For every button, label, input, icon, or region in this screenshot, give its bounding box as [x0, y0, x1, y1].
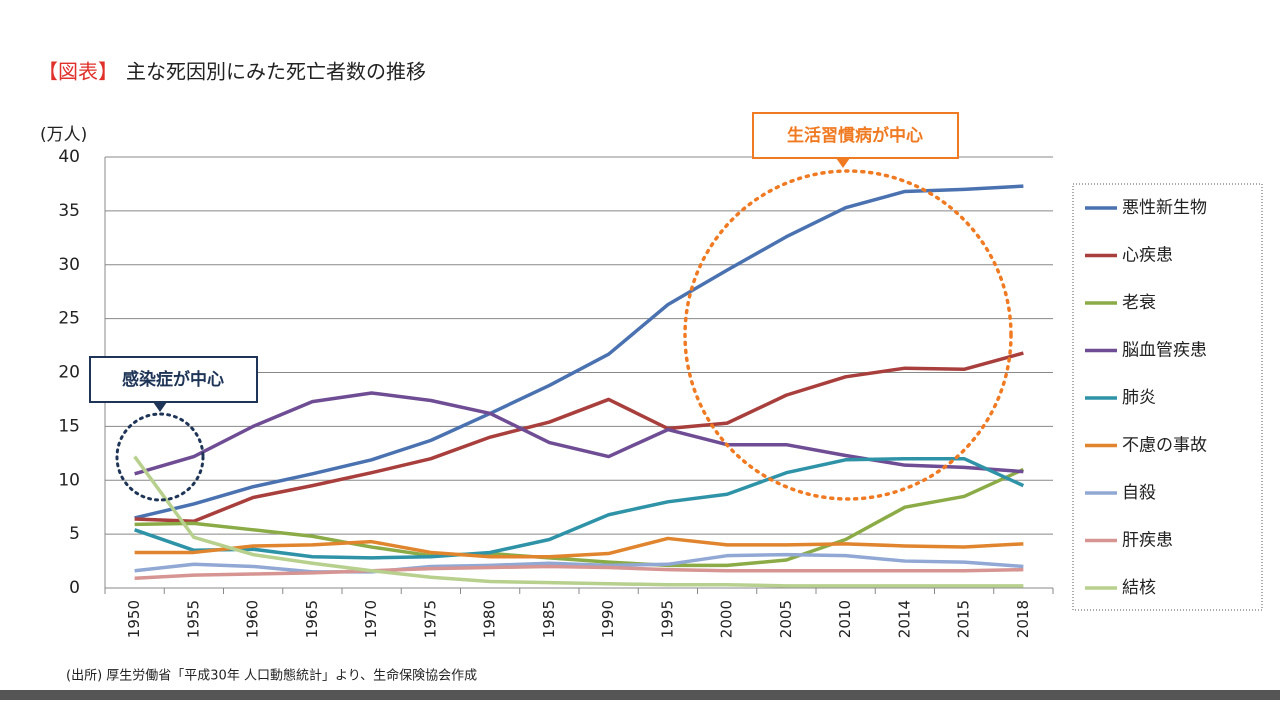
- x-tick-label: 1975: [421, 600, 439, 638]
- legend-box: [1072, 183, 1263, 611]
- legend-label: 老衰: [1122, 293, 1156, 313]
- series-line: [134, 351, 1024, 523]
- source-note: (出所) 厚生労働省「平成30年 人口動態統計」より、生命保険協会作成: [66, 668, 477, 684]
- callout-text: 感染症が中心: [122, 369, 224, 390]
- legend-label: 不慮の事故: [1122, 436, 1207, 456]
- y-tick-label: 35: [58, 201, 80, 221]
- x-tick-label: 1960: [244, 600, 262, 638]
- legend-label: 結核: [1122, 578, 1156, 598]
- series-line: [134, 184, 1024, 520]
- y-tick-label: 25: [58, 309, 80, 329]
- highlight-circle: [683, 169, 1013, 501]
- series-line: [134, 391, 1024, 476]
- legend-label: 肝疾患: [1122, 531, 1173, 551]
- x-tick-label: 1980: [481, 600, 499, 638]
- legend-label: 脳血管疾患: [1122, 341, 1207, 361]
- y-tick-label: 5: [69, 524, 80, 544]
- legend-label: 肺炎: [1122, 388, 1156, 408]
- series-line: [134, 552, 1024, 574]
- callout-pointer: [836, 158, 850, 168]
- x-tick-label: 1950: [125, 600, 143, 638]
- callout-box: [89, 356, 258, 403]
- x-tick-label: 2014: [895, 600, 913, 638]
- x-tick-label: 1985: [540, 600, 558, 638]
- footer-bar: [0, 690, 1280, 700]
- series-line: [133, 455, 1024, 588]
- callout-box: [752, 112, 959, 159]
- series-line: [134, 536, 1024, 559]
- x-tick-label: 2010: [836, 600, 854, 638]
- x-tick-label: 1965: [303, 600, 321, 638]
- legend-label: 心疾患: [1122, 246, 1173, 266]
- callout-pointer: [153, 402, 167, 412]
- x-tick-label: 1990: [599, 600, 617, 638]
- y-tick-label: 40: [58, 147, 80, 167]
- x-tick-label: 1955: [184, 600, 202, 638]
- y-tick-label: 30: [58, 255, 80, 275]
- x-tick-label: 2005: [777, 600, 795, 638]
- highlight-circle: [115, 412, 205, 502]
- y-tick-label: 10: [58, 470, 80, 490]
- x-tick-label: 1970: [362, 600, 380, 638]
- y-tick-label: 20: [58, 363, 80, 383]
- callout-text: 生活習慣病が中心: [787, 125, 923, 146]
- x-tick-label: 1995: [658, 600, 676, 638]
- y-axis-label: (万人): [40, 125, 87, 145]
- series-line: [134, 467, 1025, 568]
- x-tick-label: 2015: [955, 600, 973, 638]
- x-tick-label: 2000: [718, 600, 736, 638]
- series-line: [134, 564, 1024, 581]
- legend-label: 自殺: [1122, 483, 1156, 503]
- y-tick-label: 15: [58, 416, 80, 436]
- title-prefix: 【図表】: [38, 60, 118, 84]
- legend-label: 悪性新生物: [1122, 198, 1207, 218]
- series-line: [134, 456, 1025, 560]
- chart-title: 主な死因別にみた死亡者数の推移: [126, 60, 426, 84]
- y-tick-label: 0: [69, 578, 80, 598]
- x-tick-label: 2018: [1014, 600, 1032, 638]
